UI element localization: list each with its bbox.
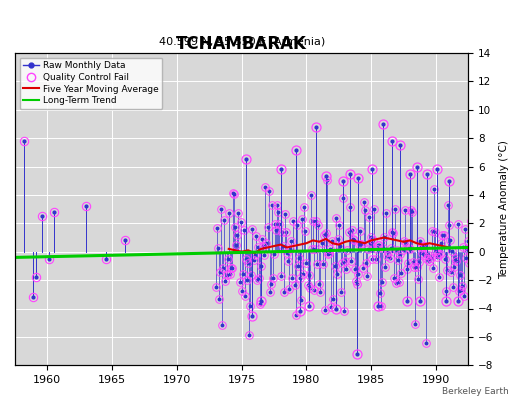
Text: Berkeley Earth: Berkeley Earth <box>442 387 508 396</box>
Y-axis label: Temperature Anomaly (°C): Temperature Anomaly (°C) <box>499 140 509 278</box>
Title: TCHAMBARAK: TCHAMBARAK <box>176 35 307 53</box>
Text: 40.599 N, 45.350 E (Armenia): 40.599 N, 45.350 E (Armenia) <box>159 37 325 47</box>
Legend: Raw Monthly Data, Quality Control Fail, Five Year Moving Average, Long-Term Tren: Raw Monthly Data, Quality Control Fail, … <box>19 58 162 109</box>
